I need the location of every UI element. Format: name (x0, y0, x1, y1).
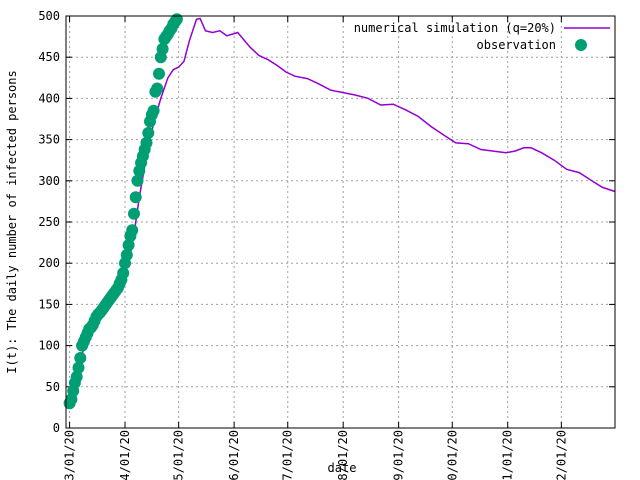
x-tick-label: 03/01/20 (63, 430, 77, 480)
y-axis-label: I(t): The daily number of infected perso… (5, 70, 19, 373)
plot-area (63, 13, 616, 410)
observation-point (70, 370, 83, 383)
observation-point (74, 352, 87, 364)
y-tick-label: 0 (53, 421, 60, 435)
y-tick-label: 200 (38, 256, 60, 270)
observation-point (147, 104, 160, 117)
observation-point (170, 13, 183, 26)
y-tick-label: 300 (38, 174, 60, 188)
observation-point (156, 43, 169, 55)
x-tick-label: 10/01/20 (445, 430, 459, 480)
observation-point (122, 239, 135, 252)
y-tick-label: 400 (38, 91, 60, 105)
x-tick-label: 06/01/20 (227, 430, 241, 480)
y-tick-label: 150 (38, 297, 60, 311)
legend-label-observation: observation (477, 38, 556, 52)
plot-frame (65, 15, 616, 429)
observation-point (140, 136, 153, 149)
y-tick-labels: 0 50 100 150 200 250 300 350 400 450 500 (38, 9, 60, 435)
x-tick-label: 05/01/20 (172, 430, 186, 480)
observation-point (151, 82, 164, 95)
y-tick-label: 350 (38, 133, 60, 147)
legend-swatch-observation (575, 39, 587, 51)
grid (66, 16, 615, 428)
observation-point (153, 67, 165, 80)
observation-point (128, 207, 140, 220)
observation-point (72, 361, 85, 374)
y-tick-label: 500 (38, 9, 60, 23)
observation-points (63, 13, 183, 410)
y-tick-label: 100 (38, 339, 60, 353)
x-tick-labels: 03/01/20 04/01/20 05/01/20 06/01/20 07/01/20… (63, 430, 569, 480)
x-tick-label: 12/01/20 (554, 430, 568, 480)
observation-point (131, 174, 144, 187)
observation-point (120, 249, 133, 261)
x-axis-label: date (328, 461, 357, 475)
observation-point (126, 224, 139, 237)
x-tick-label: 04/01/20 (118, 430, 132, 480)
observation-point (117, 267, 130, 280)
x-tick-label: 09/01/20 (392, 430, 406, 480)
y-tick-label: 450 (38, 50, 60, 64)
x-tick-label: 11/01/20 (501, 430, 515, 480)
axis-ticks (66, 15, 615, 429)
observation-point (142, 127, 155, 139)
y-tick-label: 50 (46, 380, 60, 394)
x-tick-label: 08/01/20 (336, 430, 350, 480)
legend: numerical simulation (q=20%) observation (354, 21, 610, 52)
legend-label-simulation: numerical simulation (q=20%) (354, 21, 556, 35)
observation-point (129, 191, 142, 204)
x-tick-label: 07/01/20 (281, 430, 295, 480)
y-tick-label: 250 (38, 215, 60, 229)
